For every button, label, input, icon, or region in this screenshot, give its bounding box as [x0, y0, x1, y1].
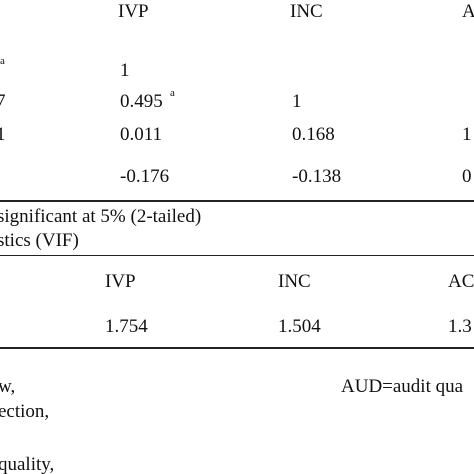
header-cell: A — [462, 1, 474, 22]
header-cell: IVP — [118, 1, 149, 22]
cell: -0.176 — [120, 166, 170, 187]
header-cell: INC — [278, 271, 311, 292]
header-cell: INC — [290, 1, 323, 22]
note: ection, — [0, 401, 50, 422]
note: quality, — [0, 454, 55, 474]
row-label: 7 — [0, 91, 6, 112]
cell: 1 — [120, 60, 130, 81]
cell: 1.754 — [105, 316, 148, 337]
rule — [0, 347, 474, 349]
row-label: 1 — [0, 124, 6, 145]
cell: 1.3 — [448, 316, 472, 337]
header-cell: AC — [448, 271, 474, 292]
header-cell: IVP — [105, 271, 136, 292]
table-title: stics (VIF) — [0, 230, 79, 251]
cell: 1.504 — [278, 316, 321, 337]
footnote: significant at 5% (2-tailed) — [0, 206, 202, 227]
cell: 0.495 — [120, 91, 163, 112]
note: w, — [0, 376, 16, 397]
cell: 1 — [462, 124, 472, 145]
row-label: a — [0, 55, 5, 67]
rule — [0, 200, 474, 202]
rule — [0, 255, 474, 256]
cell: 1 — [292, 91, 302, 112]
cell: 0.168 — [292, 124, 335, 145]
cell: 0 — [462, 166, 472, 187]
superscript: a — [170, 87, 175, 99]
cell: -0.138 — [292, 166, 342, 187]
cell: 0.011 — [120, 124, 163, 145]
note: AUD=audit qua — [341, 376, 464, 397]
